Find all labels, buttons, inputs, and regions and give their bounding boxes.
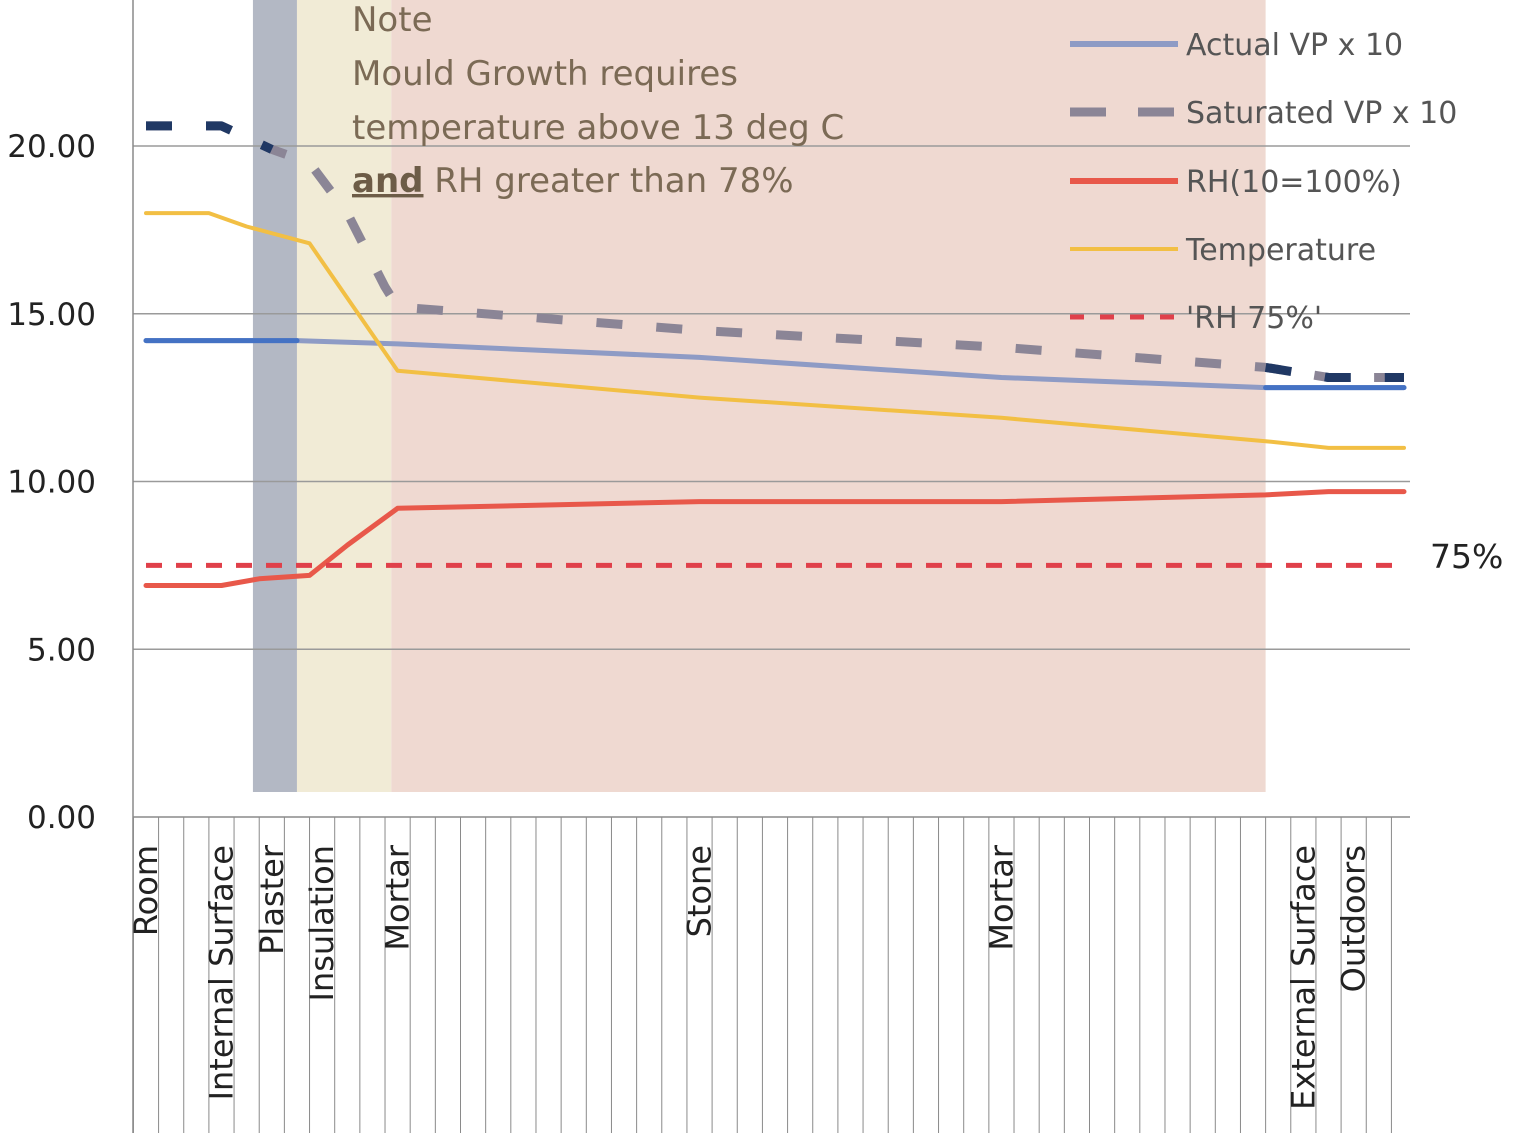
- legend: Actual VP x 10 Saturated VP x 10 RH(10=100…: [1070, 28, 1457, 336]
- x-category-label: Plaster: [253, 844, 291, 955]
- note-title: Note: [352, 0, 432, 40]
- series-3: [144, 211, 1406, 450]
- legend-label: Temperature: [1185, 233, 1376, 268]
- series-lines: [143, 121, 1407, 588]
- legend-entry-3: Temperature: [1070, 233, 1376, 268]
- y-tick-label: 20.00: [7, 129, 96, 165]
- note-box: Note Mould Growth requires temperature a…: [352, 0, 844, 201]
- y-tick-labels: 0.00 5.00 10.00 15.00 20.00: [7, 129, 96, 836]
- x-category-label: External Surface: [1284, 845, 1322, 1110]
- series-2: [143, 489, 1407, 588]
- note-line-1: Mould Growth requires: [352, 54, 738, 94]
- series-1: [146, 121, 1404, 382]
- rh-75-label: 75%: [1430, 537, 1503, 576]
- legend-entry-1: Saturated VP x 10: [1070, 96, 1457, 131]
- band-stone: [391, 0, 1266, 792]
- x-category-label: Stone: [681, 845, 719, 937]
- series-0: [143, 338, 1407, 391]
- legend-label: 'RH 75%': [1186, 301, 1322, 336]
- x-category-label: Insulation: [303, 845, 341, 1001]
- series-edge-1-0: [146, 121, 274, 154]
- y-tick-label: 5.00: [27, 632, 96, 668]
- y-tick-label: 15.00: [7, 297, 96, 333]
- band-insulation: [296, 0, 392, 792]
- x-category-label: Mortar: [379, 844, 417, 951]
- x-category-label: Mortar: [982, 844, 1020, 951]
- y-tick-label: 10.00: [7, 465, 96, 501]
- legend-label: RH(10=100%): [1186, 165, 1402, 200]
- legend-entry-0: Actual VP x 10: [1070, 28, 1403, 63]
- x-category-labels: Room Internal Surface Plaster Insulation Mor…: [127, 844, 1373, 1110]
- material-bands: [252, 0, 1266, 792]
- series-edge-1-1: [1264, 362, 1404, 382]
- legend-label: Saturated VP x 10: [1186, 96, 1457, 131]
- legend-entry-4: 'RH 75%': [1070, 301, 1322, 336]
- legend-entry-2: RH(10=100%): [1070, 165, 1402, 200]
- note-line-3-bold: and: [352, 161, 424, 201]
- x-category-label: Room: [127, 845, 165, 936]
- x-category-label: Outdoors: [1335, 845, 1373, 992]
- series-line-3: [144, 211, 1406, 450]
- x-category-label: Internal Surface: [203, 845, 241, 1100]
- axes: [132, 0, 1410, 1133]
- note-line-3: and RH greater than 78%: [352, 161, 794, 201]
- series-line-2: [143, 489, 1407, 588]
- band-plaster: [252, 0, 297, 792]
- note-line-2: temperature above 13 deg C: [352, 108, 844, 148]
- legend-label: Actual VP x 10: [1186, 28, 1403, 63]
- note-line-3-rest: RH greater than 78%: [424, 161, 794, 201]
- y-tick-label: 0.00: [27, 800, 96, 836]
- gridlines: [133, 145, 1410, 650]
